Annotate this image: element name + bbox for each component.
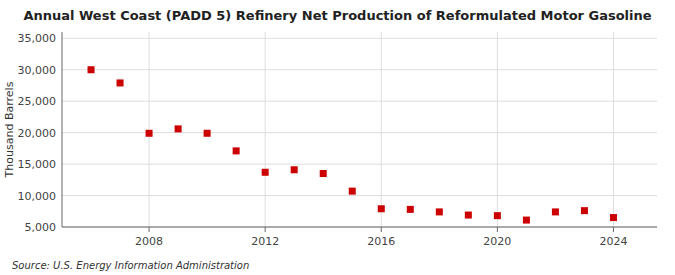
point	[436, 208, 443, 215]
x-tick-label: 2008	[135, 235, 163, 248]
x-tick-label: 2020	[483, 235, 511, 248]
x-axis-line	[62, 227, 657, 228]
point	[552, 208, 559, 215]
source-note: Source: U.S. Energy Information Administ…	[12, 260, 249, 271]
x-tick	[497, 227, 498, 232]
point	[407, 206, 414, 213]
point	[523, 217, 530, 224]
point	[262, 169, 269, 176]
y-grid-line	[62, 101, 657, 102]
point	[291, 166, 298, 173]
grid	[62, 32, 657, 227]
y-grid-line	[62, 38, 657, 39]
y-grid-line	[62, 69, 657, 70]
x-grid-line	[497, 32, 498, 227]
y-grid-line	[62, 164, 657, 165]
point	[494, 212, 501, 219]
point	[233, 147, 240, 154]
y-axis-line	[62, 32, 63, 227]
x-tick	[149, 227, 150, 232]
y-tick-label: 20,000	[18, 127, 57, 140]
y-tick-label: 35,000	[18, 32, 57, 45]
x-tick	[613, 227, 614, 232]
x-tick	[381, 227, 382, 232]
point	[88, 66, 95, 73]
y-tick-label: 25,000	[18, 95, 57, 108]
point	[175, 125, 182, 132]
point	[204, 130, 211, 137]
title: Annual West Coast (PADD 5) Refinery Net …	[23, 8, 651, 23]
y-tick-label: 30,000	[18, 64, 57, 77]
x-tick-label: 2012	[251, 235, 279, 248]
x-tick-label: 2024	[599, 235, 627, 248]
y-grid-line	[62, 195, 657, 196]
point	[146, 130, 153, 137]
y-axis-label: Thousand Barrels	[3, 81, 16, 178]
x-grid-line	[265, 32, 266, 227]
y-tick-label: 5,000	[25, 221, 57, 234]
point	[320, 170, 327, 177]
x-grid-line	[613, 32, 614, 227]
point	[610, 214, 617, 221]
points	[88, 66, 617, 223]
x-tick	[265, 227, 266, 232]
point	[378, 205, 385, 212]
point	[581, 207, 588, 214]
chart-svg: 5,000 10,000 15,000 20,000 25,000 30,000 35,00…	[0, 0, 675, 275]
x-grid-line	[149, 32, 150, 227]
y-tick-label: 15,000	[18, 158, 57, 171]
chart-container: 5,000 10,000 15,000 20,000 25,000 30,000 35,00…	[0, 0, 675, 275]
y-tick-label: 10,000	[18, 190, 57, 203]
point	[349, 188, 356, 195]
axes: 5,000 10,000 15,000 20,000 25,000 30,000 35,00…	[18, 32, 658, 248]
y-grid-line	[62, 227, 657, 228]
x-tick-label: 2016	[367, 235, 395, 248]
x-grid-line	[381, 32, 382, 227]
point	[117, 79, 124, 86]
point	[465, 212, 472, 219]
